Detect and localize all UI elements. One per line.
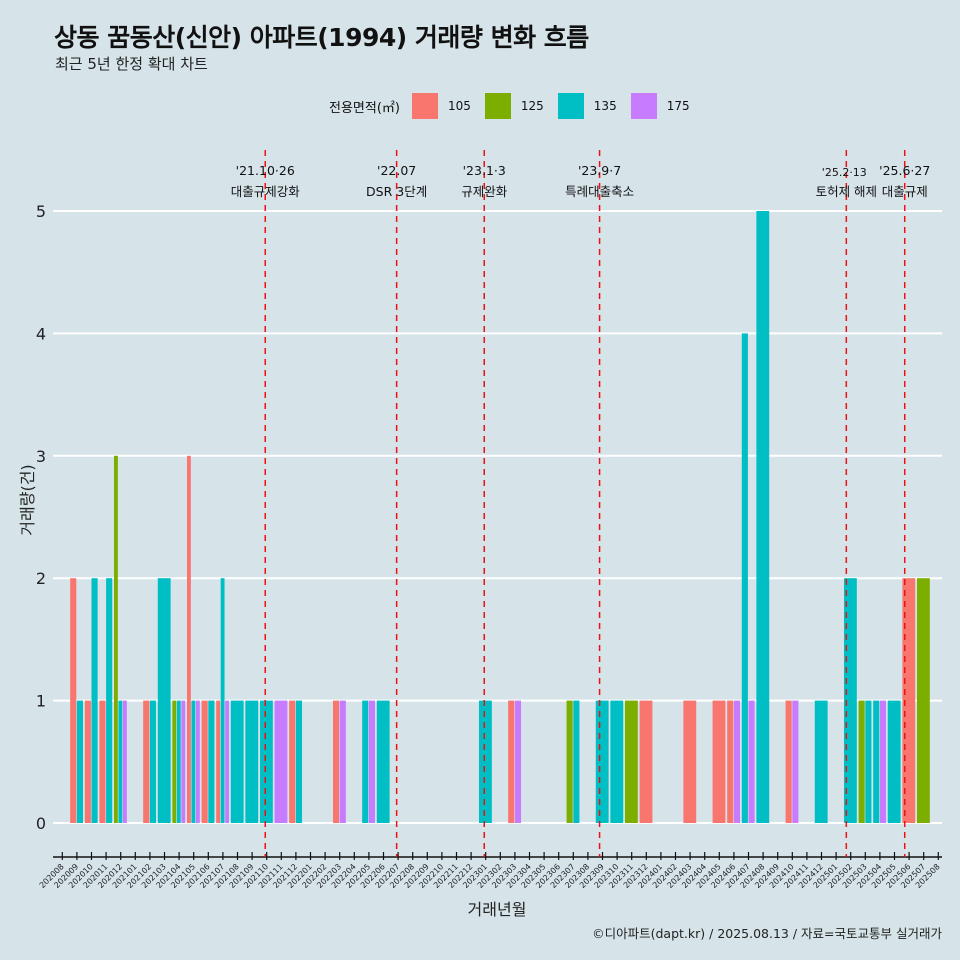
y-tick-label: 0 (36, 814, 46, 833)
y-axis-title: 거래량(건) (18, 464, 37, 535)
bar-202106-105 (201, 700, 208, 823)
bar-202110-135 (259, 700, 273, 823)
y-tick-label: 1 (36, 692, 46, 711)
event-label: 규제완화 (461, 184, 508, 199)
event-label: 특례대출축소 (565, 184, 634, 199)
bar-202103-135 (157, 578, 171, 823)
bar-202403-105 (683, 700, 697, 823)
bar-202108-135 (230, 700, 244, 823)
bar-202205-135 (362, 700, 369, 823)
event-date-label: '25.6·27 (879, 163, 930, 178)
bar-202111-175 (274, 700, 288, 823)
bar-202412-135 (814, 700, 828, 823)
bar-202408-135 (756, 211, 770, 823)
bar-202301-135 (478, 700, 492, 823)
event-label: DSR 3단계 (366, 184, 427, 199)
bar-202203-105 (332, 700, 340, 823)
legend-label-175: 175 (666, 99, 690, 113)
bar-202505-135 (887, 700, 901, 823)
bar-202105-135 (191, 700, 196, 823)
bar-202311-125 (624, 700, 638, 823)
bar-202310-135 (610, 700, 624, 823)
chart-title: 상동 꿈동산(신안) 아파트(1994) 거래량 변화 흐름 (54, 23, 589, 52)
bar-202107-105 (216, 700, 221, 823)
bar-202106-135 (208, 700, 215, 823)
y-tick-label: 5 (36, 202, 46, 221)
bar-202206-135 (376, 700, 390, 823)
bar-202307-135 (573, 700, 580, 823)
legend-swatch-135 (557, 93, 584, 119)
bar-202504-175 (879, 700, 887, 823)
bar-202309-135 (595, 700, 609, 823)
bar-202312-105 (639, 700, 653, 823)
bar-202410-105 (785, 700, 792, 823)
legend-label-105: 105 (447, 99, 471, 113)
bar-202011-105 (99, 700, 106, 823)
event-label: 대출규제 (882, 184, 928, 199)
bar-202104-135 (176, 700, 181, 823)
bar-202109-135 (245, 700, 259, 823)
bar-202507-125 (916, 578, 930, 823)
y-tick-label: 2 (36, 569, 46, 588)
event-date-label: '23.9·7 (578, 163, 621, 178)
legend-swatch-105 (411, 93, 438, 119)
event-date-label: '21.10·26 (236, 163, 295, 178)
bar-202011-135 (106, 578, 113, 823)
bar-202102-105 (143, 700, 150, 823)
chart-subtitle: 최근 5년 한정 확대 차트 (55, 55, 208, 73)
bar-202506-105 (902, 578, 916, 823)
bar-202504-135 (873, 700, 880, 823)
bar-202503-135 (865, 700, 872, 823)
event-label: 대출규제강화 (231, 184, 301, 199)
legend-swatch-125 (484, 93, 511, 119)
bar-202502-135 (843, 578, 857, 823)
source-caption: ©디아파트(dapt.kr) / 2025.08.13 / 자료=국토교통부 실… (592, 926, 942, 941)
bar-202009-105 (70, 578, 77, 823)
bar-202104-175 (181, 700, 186, 823)
bar-202107-175 (225, 700, 230, 823)
bar-202407-135 (741, 333, 748, 823)
bar-202410-175 (792, 700, 799, 823)
event-date-label: '23.1·3 (463, 163, 506, 178)
bar-202406-105 (727, 700, 734, 823)
bar-202406-175 (733, 700, 741, 823)
bar-202205-175 (368, 700, 376, 823)
bar-202012-125 (113, 455, 118, 823)
bar-202010-105 (84, 700, 91, 823)
bar-202112-135 (295, 700, 303, 823)
bar-202104-125 (172, 700, 177, 823)
bar-202405-105 (712, 700, 726, 823)
bar-202105-105 (186, 455, 191, 823)
bar-202105-175 (195, 700, 200, 823)
bar-202303-175 (514, 700, 522, 823)
legend-swatch-175 (630, 93, 657, 119)
bar-202012-175 (122, 700, 127, 823)
legend-label-135: 135 (593, 99, 617, 113)
legend: 전용면적(㎡) 105 125 135 175 (329, 93, 704, 119)
bar-202407-175 (748, 700, 755, 823)
event-date-label: '25.2·13 (822, 166, 867, 179)
bar-202010-135 (91, 578, 98, 823)
bar-202303-105 (508, 700, 515, 823)
bar-202107-135 (220, 578, 225, 823)
bar-202203-175 (339, 700, 346, 823)
bar-202307-125 (566, 700, 573, 823)
bar-202112-105 (289, 700, 296, 823)
y-tick-label: 4 (36, 324, 46, 343)
bar-202009-135 (76, 700, 84, 823)
bar-202102-135 (149, 700, 157, 823)
legend-label-125: 125 (520, 99, 544, 113)
legend-title: 전용면적(㎡) (329, 100, 400, 116)
x-axis-title: 거래년월 (468, 900, 527, 919)
event-date-label: '22.07 (377, 163, 416, 178)
y-tick-label: 3 (36, 447, 46, 466)
event-label: 토허제 해제 (816, 184, 877, 199)
bar-202503-125 (858, 700, 865, 823)
bar-202012-135 (118, 700, 123, 823)
